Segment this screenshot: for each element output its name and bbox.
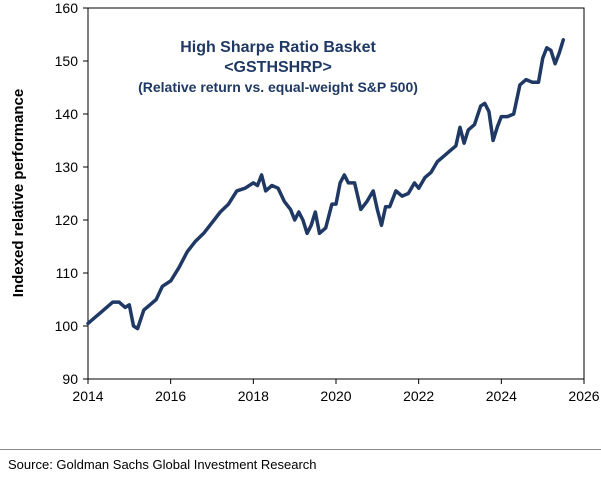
y-tick-label: 130 xyxy=(55,159,79,175)
y-axis: 90 100 110 120 130 140 150 160 xyxy=(55,0,88,387)
y-tick-label: 100 xyxy=(55,318,79,334)
x-axis: 2014 2016 2018 2020 2022 2024 2026 xyxy=(72,379,600,404)
y-tick-label: 110 xyxy=(56,265,79,281)
y-tick-label: 160 xyxy=(55,0,79,16)
plot-area xyxy=(87,7,585,380)
chart-subtitle-code: <GSTHSHRP> xyxy=(224,59,332,76)
y-tick-label: 120 xyxy=(55,212,79,228)
x-tick-label: 2024 xyxy=(486,388,517,404)
x-tick-label: 2014 xyxy=(72,388,103,404)
x-tick-label: 2022 xyxy=(403,388,434,404)
line-chart: 90 100 110 120 130 140 150 160 2014 2016 2018 2020… xyxy=(10,0,600,404)
y-tick-label: 150 xyxy=(55,53,79,69)
x-tick-label: 2026 xyxy=(568,388,599,404)
source-note: Source: Goldman Sachs Global Investment … xyxy=(8,457,317,472)
x-tick-label: 2020 xyxy=(320,388,351,404)
x-tick-label: 2018 xyxy=(238,388,269,404)
x-tick-label: 2016 xyxy=(155,388,186,404)
y-tick-label: 140 xyxy=(55,106,79,122)
y-tick-label: 90 xyxy=(62,371,78,387)
footer-divider xyxy=(0,449,601,450)
chart-title: High Sharpe Ratio Basket xyxy=(180,39,376,56)
series-line xyxy=(86,38,566,331)
chart-subtitle-description: (Relative return vs. equal-weight S&P 50… xyxy=(138,79,418,95)
y-axis-label: Indexed relative performance xyxy=(10,89,27,297)
